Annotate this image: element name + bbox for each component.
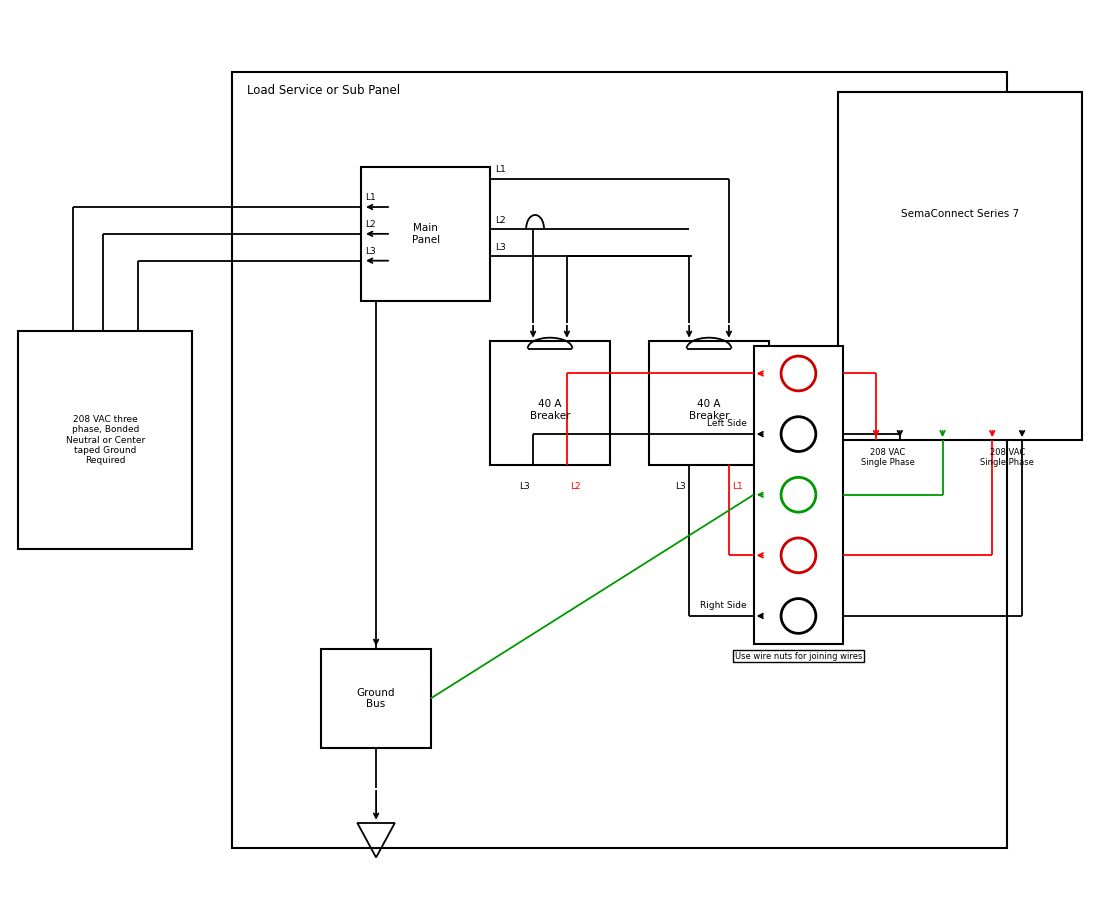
Text: Use wire nuts for joining wires: Use wire nuts for joining wires [735,652,862,661]
Text: SemaConnect Series 7: SemaConnect Series 7 [901,209,1019,219]
Bar [232,72,1008,848]
Text: L2: L2 [570,482,581,490]
Text: L2: L2 [495,216,506,225]
Bar [754,346,844,644]
Bar [491,341,609,465]
Text: L2: L2 [365,220,376,229]
Bar [838,92,1081,440]
Text: Right Side: Right Side [701,601,747,610]
Text: L1: L1 [732,482,742,490]
Text: L1: L1 [365,193,376,202]
Text: 208 VAC
Single Phase: 208 VAC Single Phase [980,448,1034,467]
Text: L3: L3 [495,243,506,252]
Bar [321,649,431,748]
Bar [361,166,491,301]
Text: 208 VAC three
phase, Bonded
Neutral or Center
taped Ground
Required: 208 VAC three phase, Bonded Neutral or C… [66,415,145,465]
Bar [19,330,192,549]
Circle shape [781,417,816,452]
Bar [649,341,769,465]
Circle shape [781,598,816,634]
Text: Ground
Bus: Ground Bus [356,688,395,709]
Text: L3: L3 [675,482,686,490]
Text: Load Service or Sub Panel: Load Service or Sub Panel [246,85,400,97]
Text: 40 A
Breaker: 40 A Breaker [689,399,729,420]
Text: Main
Panel: Main Panel [411,223,440,245]
Text: L3: L3 [519,482,530,490]
Text: L3: L3 [365,247,376,256]
Text: 208 VAC
Single Phase: 208 VAC Single Phase [861,448,915,467]
Circle shape [781,538,816,572]
Text: 40 A
Breaker: 40 A Breaker [530,399,570,420]
Text: Left Side: Left Side [707,419,747,428]
Text: L1: L1 [495,165,506,174]
Circle shape [781,356,816,391]
Circle shape [781,477,816,512]
